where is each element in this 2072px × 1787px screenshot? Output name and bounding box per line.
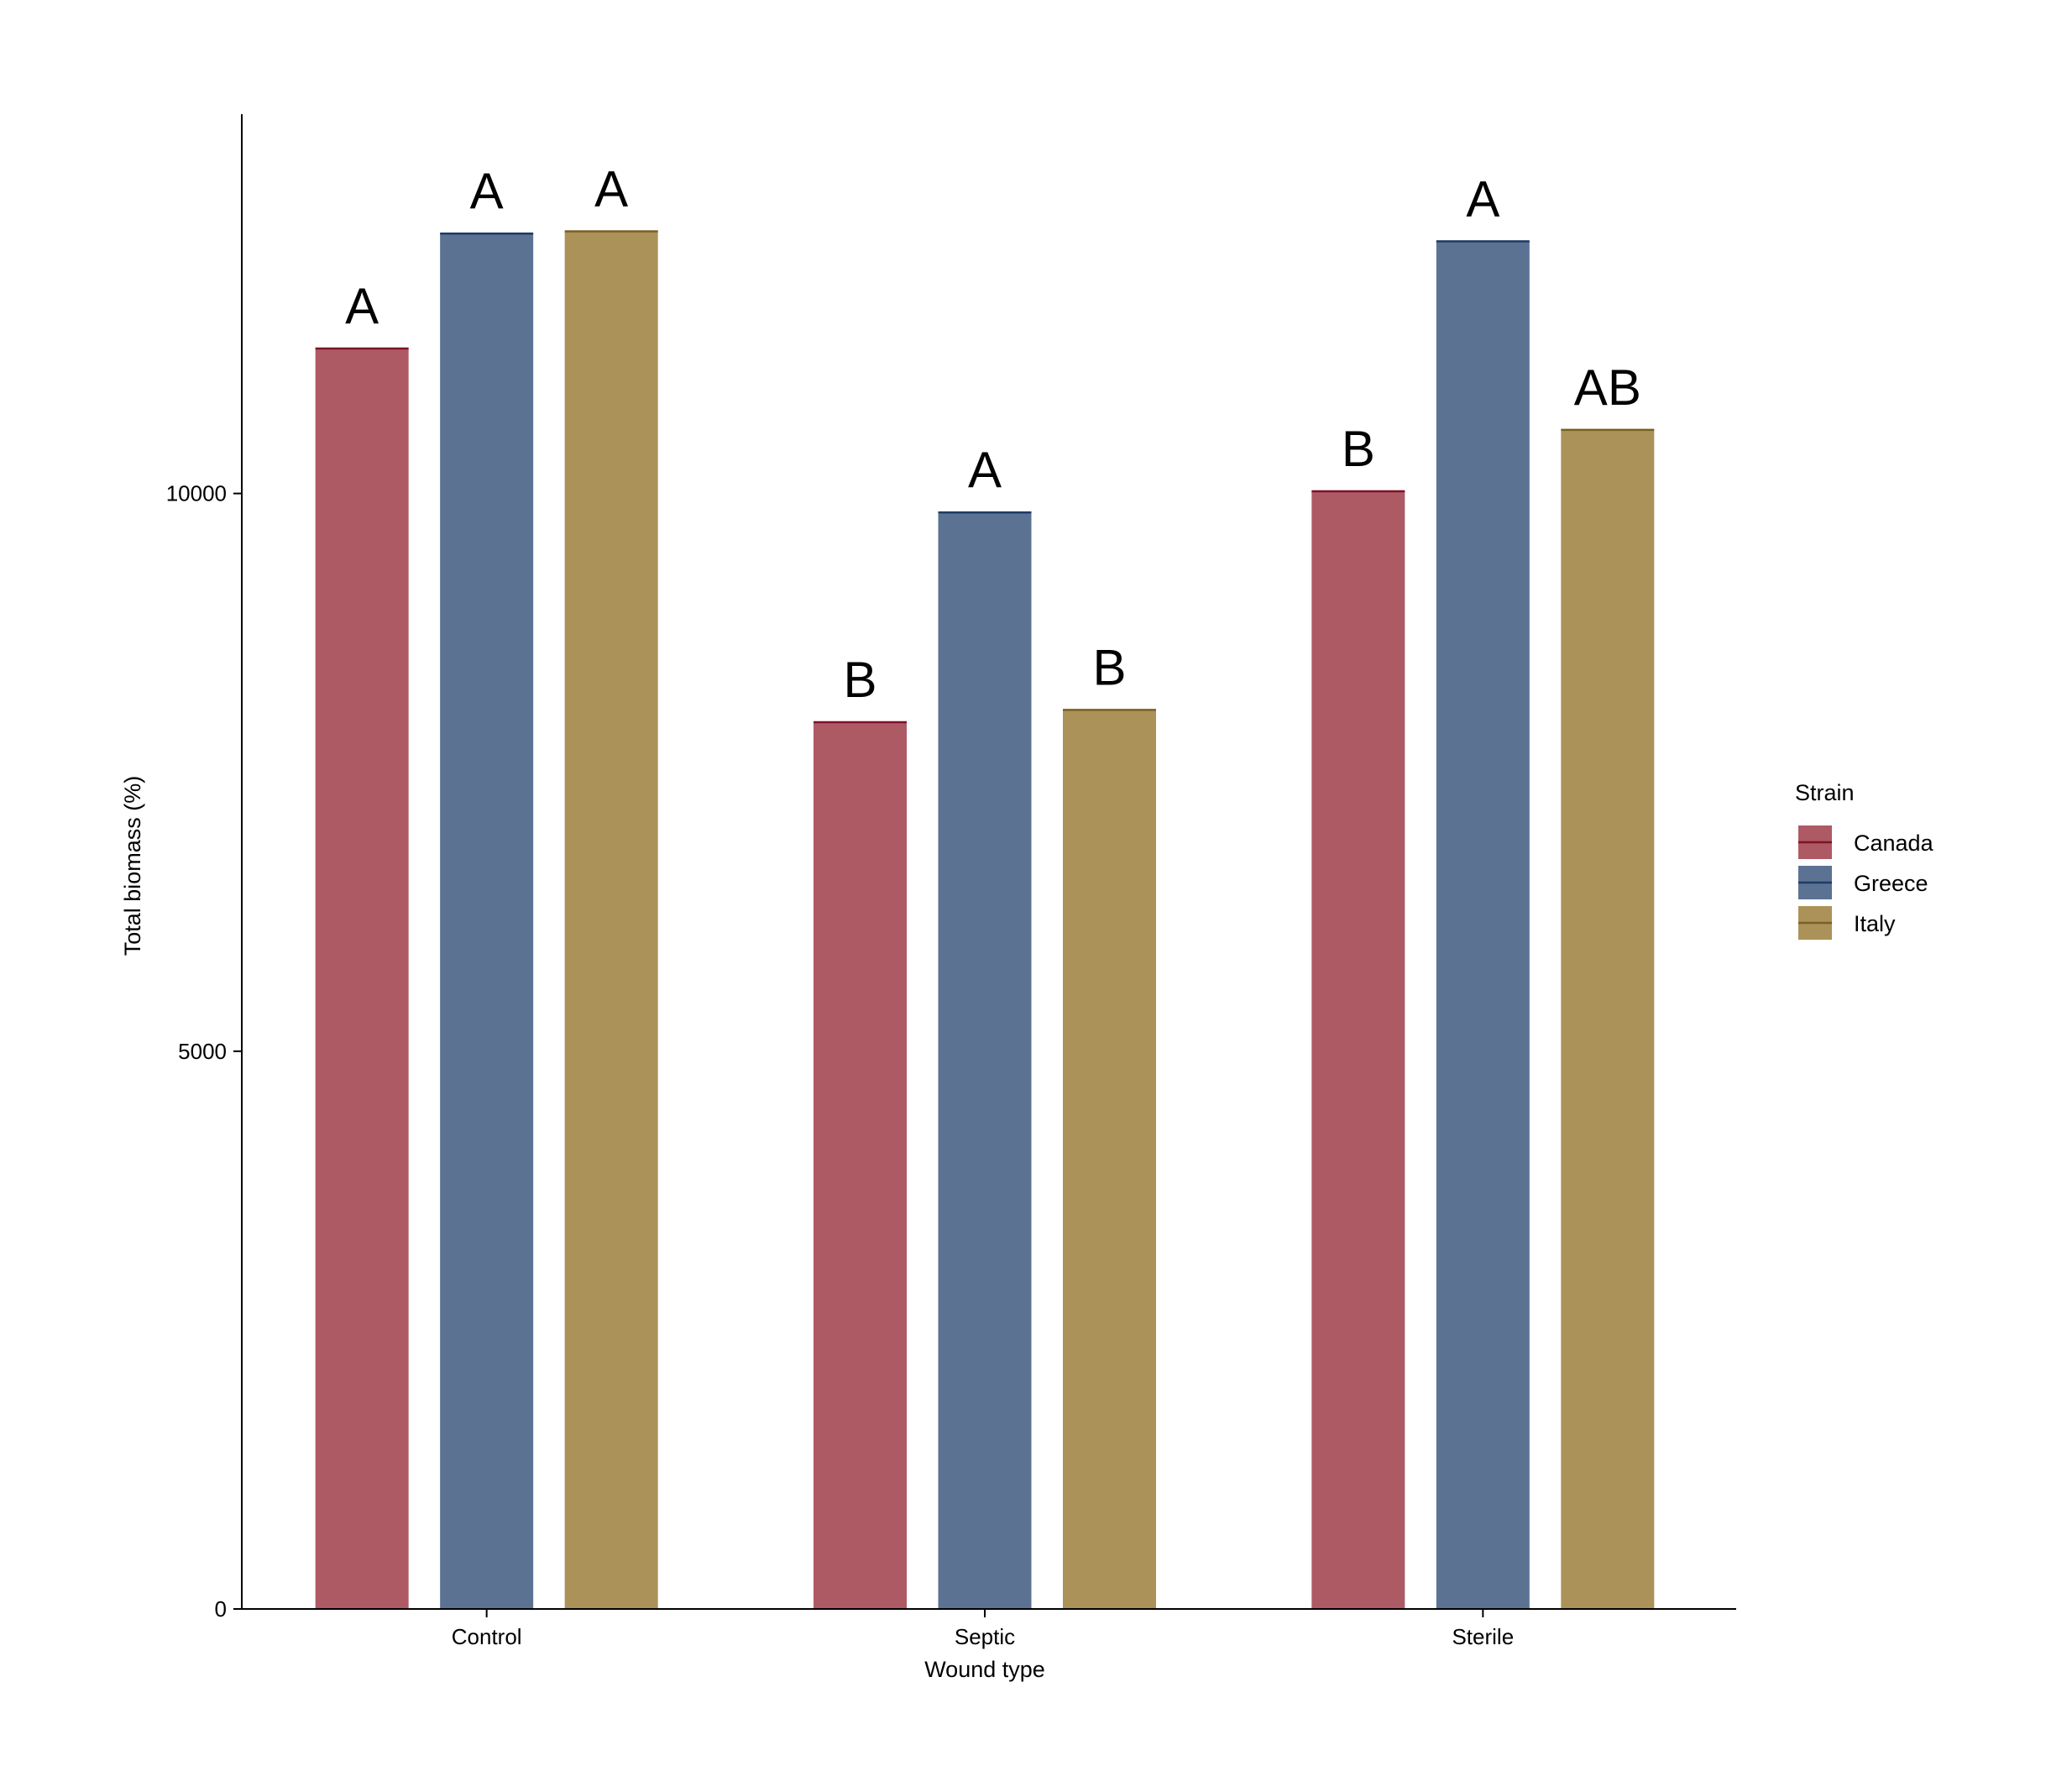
y-axis-title: Total biomass (%) — [120, 776, 145, 956]
significance-letter: A — [345, 278, 379, 334]
significance-letter: A — [470, 163, 504, 219]
legend-label-canada: Canada — [1854, 831, 1934, 856]
significance-letter: A — [594, 160, 628, 217]
bar-greece-septic — [938, 512, 1032, 1609]
significance-letter: A — [1466, 170, 1499, 227]
legend-label-greece: Greece — [1854, 871, 1928, 896]
bar-canada-septic — [814, 721, 907, 1609]
bar-canada-sterile — [1311, 490, 1405, 1609]
x-tick-label: Septic — [955, 1624, 1015, 1649]
bar-greece-control — [440, 233, 534, 1610]
x-axis-ticks: Control Septic Sterile — [452, 1609, 1514, 1649]
significance-letter: A — [968, 442, 1002, 498]
significance-letter: B — [1342, 421, 1375, 477]
bar-italy-sterile — [1561, 429, 1655, 1609]
significance-letter: B — [843, 652, 876, 708]
significance-letter: AB — [1574, 359, 1641, 416]
x-tick-label: Control — [452, 1624, 522, 1649]
x-tick-label: Sterile — [1452, 1624, 1514, 1649]
y-tick-label: 10000 — [166, 481, 227, 506]
significance-letter: B — [1092, 639, 1126, 695]
bar-canada-control — [315, 348, 409, 1610]
legend-title: Strain — [1795, 780, 1855, 805]
bar-greece-sterile — [1436, 241, 1530, 1609]
bar-italy-septic — [1063, 710, 1156, 1609]
x-axis-title: Wound type — [924, 1657, 1045, 1682]
y-tick-label: 5000 — [178, 1039, 227, 1064]
bar-italy-control — [564, 231, 658, 1610]
y-axis-ticks: 0 5000 10000 — [166, 481, 242, 1622]
y-tick-label: 0 — [215, 1596, 227, 1622]
legend: Strain Canada Greece Italy — [1795, 780, 1934, 940]
legend-label-italy: Italy — [1854, 911, 1896, 936]
bars-layer — [315, 230, 1655, 1610]
